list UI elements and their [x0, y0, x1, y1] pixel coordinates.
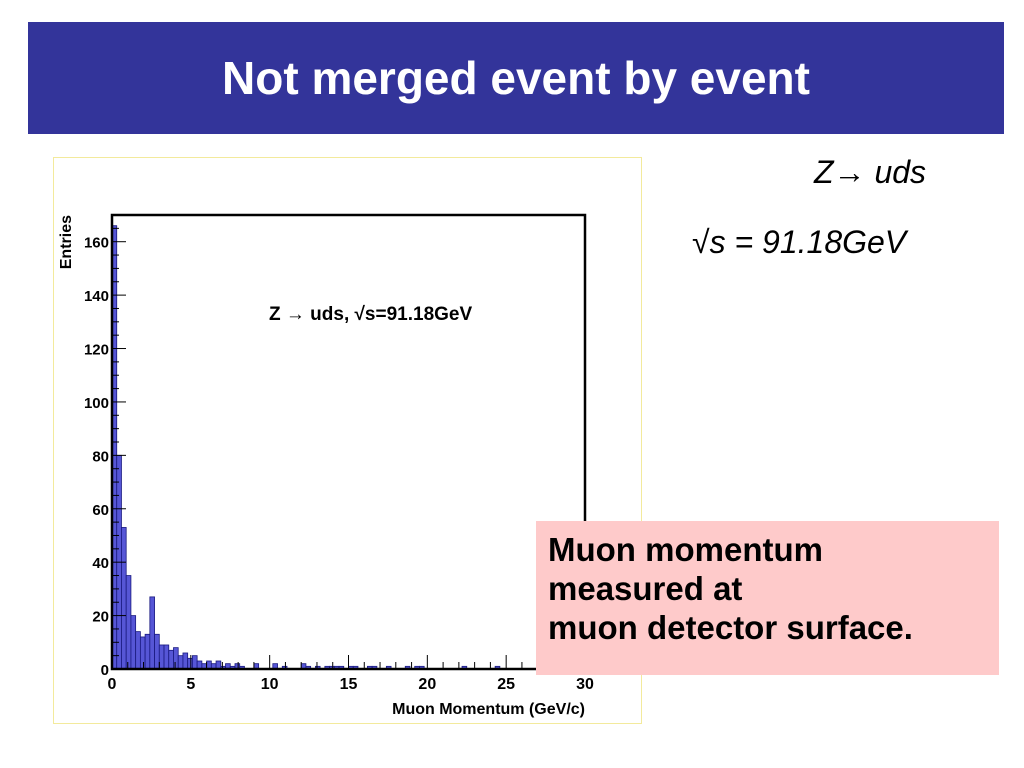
- y-tick-label: 140: [84, 288, 109, 305]
- histogram-chart: 0 5 10 15 20 25 30 0 20 40 60 80 100 120 140 160 Z → ud…: [58, 213, 594, 718]
- y-tick-label: 20: [92, 609, 109, 626]
- callout-line-3: muon detector surface.: [548, 608, 913, 646]
- y-tick-label: 40: [92, 555, 109, 572]
- histogram-bar: [168, 649, 174, 670]
- x-axis-label: Muon Momentum (GeV/c): [392, 701, 585, 718]
- x-tick-label: 10: [261, 676, 279, 693]
- histogram-bar: [149, 596, 155, 670]
- histogram-bar: [158, 644, 165, 670]
- callout-box: Muon momentum measured at muon detector …: [536, 521, 999, 675]
- y-tick-label: 120: [84, 342, 109, 359]
- histogram-bar: [177, 655, 184, 670]
- x-tick-label: 20: [418, 676, 436, 693]
- histogram-bar: [130, 615, 137, 670]
- histogram-bar: [182, 652, 189, 670]
- histogram-bar: [125, 575, 132, 670]
- histogram-bar: [121, 527, 127, 670]
- ticks-layer: [111, 214, 586, 670]
- x-tick-label: 5: [186, 676, 195, 693]
- figure-frame: 0 5 10 15 20 25 30 0 20 40 60 80 100 120 140 160 Z → ud…: [53, 157, 642, 724]
- x-tick-label: 0: [108, 676, 117, 693]
- labels-layer: 0 5 10 15 20 25 30 0 20 40 60 80 100 120 140 160: [84, 235, 594, 693]
- histogram-bar: [154, 633, 160, 670]
- y-tick-label: 60: [92, 502, 109, 519]
- x-tick-label: 25: [497, 676, 515, 693]
- x-tick-label: 30: [576, 676, 594, 693]
- y-tick-label: 0: [101, 662, 109, 679]
- process-label: Z→ uds: [814, 154, 927, 190]
- energy-label: √s = 91.18GeV: [692, 224, 907, 260]
- histogram-bar: [139, 636, 146, 670]
- histogram-bar: [192, 655, 198, 670]
- y-tick-label: 80: [92, 448, 109, 465]
- y-tick-label: 100: [84, 395, 109, 412]
- x-tick-label: 15: [340, 676, 358, 693]
- histogram-bar: [163, 644, 170, 670]
- histogram-bar: [173, 647, 179, 670]
- histogram-bar: [144, 633, 151, 670]
- slide-title: Not merged event by event: [222, 52, 810, 104]
- y-tick-label: 160: [84, 235, 109, 252]
- title-bar: Not merged event by event: [28, 22, 1004, 134]
- callout-line-2: measured at: [548, 569, 743, 607]
- y-axis-label: Entries: [58, 215, 75, 269]
- histogram-bar: [135, 631, 141, 670]
- plot-frame: [110, 213, 587, 671]
- bars-layer: [111, 225, 562, 670]
- chart-annotation: Z → uds, √s=91.18GeV: [269, 304, 472, 325]
- histogram-bar: [187, 657, 193, 670]
- callout-line-1: Muon momentum: [548, 531, 823, 568]
